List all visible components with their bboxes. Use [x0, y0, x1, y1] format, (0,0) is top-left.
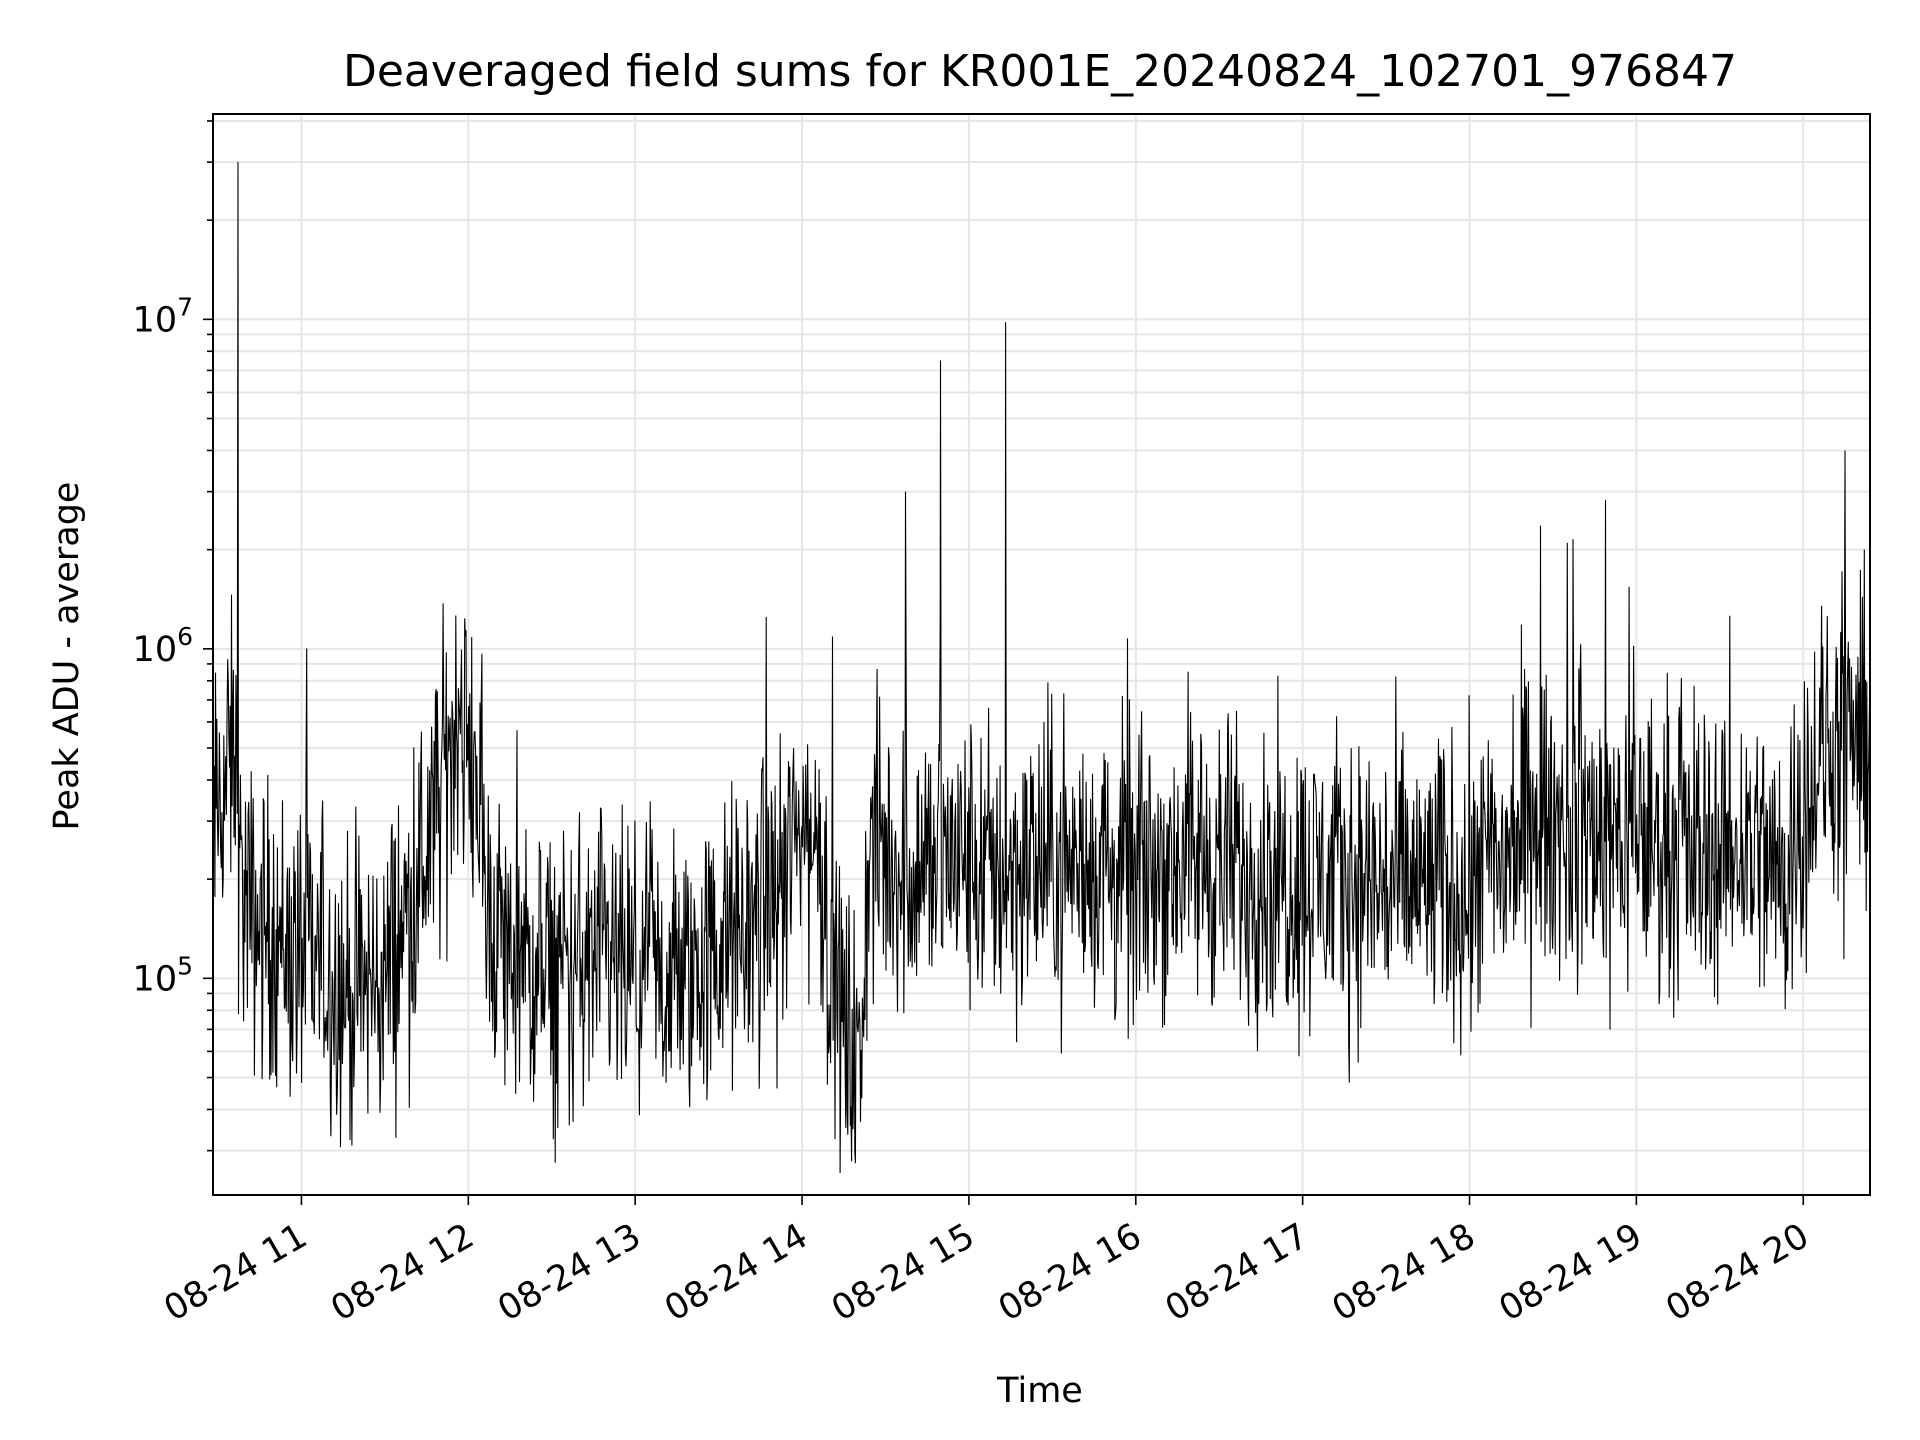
y-tick-label: 107	[133, 292, 193, 340]
y-tick-exponent: 7	[177, 292, 193, 321]
y-tick-base: 10	[133, 630, 178, 670]
y-axis-label: Peak ADU - average	[47, 482, 87, 831]
y-tick-label: 105	[133, 951, 193, 999]
x-axis-label: Time	[996, 1371, 1083, 1411]
series-line	[212, 162, 1871, 1174]
data-layer	[212, 162, 1871, 1174]
y-tick-label: 106	[133, 622, 193, 670]
chart-title: Deaveraged field sums for KR001E_2024082…	[343, 46, 1737, 97]
plot-frame	[212, 113, 1871, 1196]
y-tick-base: 10	[133, 959, 178, 999]
y-tick-base: 10	[133, 300, 178, 340]
y-tick-exponent: 5	[177, 951, 193, 980]
y-tick-exponent: 6	[177, 622, 193, 651]
